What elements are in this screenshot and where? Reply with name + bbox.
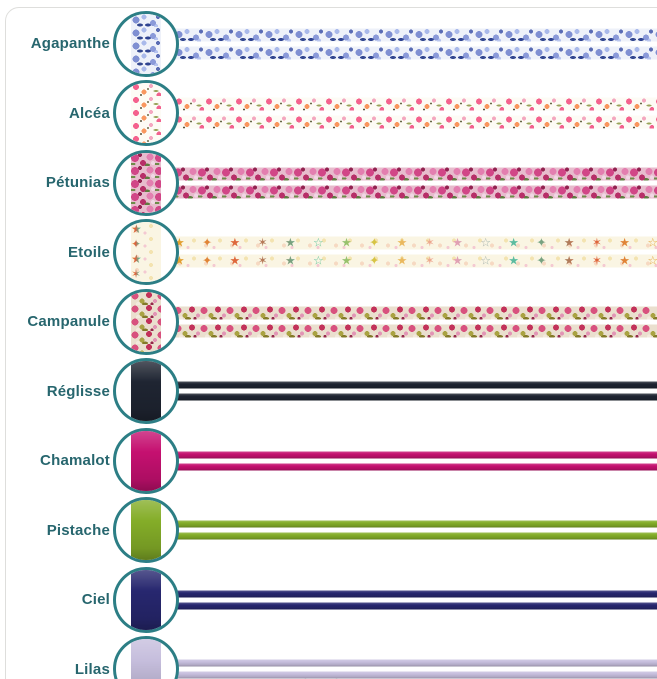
cord-preview-strips — [174, 28, 657, 60]
cord-option-label: Campanule — [27, 313, 110, 331]
cord-swatch-material — [131, 430, 161, 491]
cord-swatch-material — [131, 152, 161, 213]
cord-preview-strip-bottom — [174, 46, 657, 60]
cord-preview-strips — [174, 520, 657, 540]
cord-swatch-material — [131, 500, 161, 561]
cord-swatch-circle[interactable] — [113, 149, 179, 216]
cord-option-row-petunias[interactable]: Pétunias — [0, 148, 657, 218]
cord-preview-strips — [174, 381, 657, 401]
cord-option-row-campanule[interactable]: Campanule — [0, 287, 657, 357]
cord-option-row-reglisse[interactable]: Réglisse — [0, 357, 657, 427]
cord-swatch-circle[interactable] — [113, 358, 179, 425]
cord-option-row-etoile[interactable]: Etoile ★ ✦ ★ ✶ ★ ☆ ★ ✦ ★ ✶ ★ ☆ ★ ✦ ★ ✶ ★… — [0, 218, 657, 288]
cord-swatch-circle[interactable] — [113, 497, 179, 564]
cord-preview-strips — [174, 167, 657, 199]
cord-preview-strip-top: ★ ✦ ★ ✶ ★ ☆ ★ ✦ ★ ✶ ★ ☆ ★ ✦ ★ ✶ ★ ☆ ★ ✦ … — [174, 236, 657, 250]
cord-option-row-agapanthe[interactable]: Agapanthe — [0, 9, 657, 79]
cord-preview-strip-bottom — [174, 393, 657, 401]
cord-option-label: Agapanthe — [30, 35, 110, 53]
star-pattern-glyphs: ★ ✦ ★ ✶ ★ ☆ ★ ✦ ★ ✶ ★ ☆ ★ ✦ ★ ✶ ★ ☆ ★ ✦ … — [174, 237, 657, 250]
cord-preview-strips — [174, 590, 657, 610]
cord-swatch-circle[interactable] — [113, 636, 179, 679]
cord-swatch-material — [131, 569, 161, 630]
cord-preview-strip-bottom — [174, 463, 657, 471]
cord-preview-strips — [174, 659, 657, 679]
cord-preview-strip-bottom — [174, 185, 657, 199]
cord-preview-strips: ★ ✦ ★ ✶ ★ ☆ ★ ✦ ★ ✶ ★ ☆ ★ ✦ ★ ✶ ★ ☆ ★ ✦ … — [174, 236, 657, 268]
cord-preview-strip-bottom — [174, 671, 657, 679]
cord-option-row-ciel[interactable]: Ciel — [0, 565, 657, 635]
cord-preview-strip-top — [174, 659, 657, 667]
cord-preview-strip-top — [174, 451, 657, 459]
cord-swatch-circle[interactable] — [113, 10, 179, 77]
cord-option-label: Alcéa — [68, 104, 110, 122]
cord-swatch-circle[interactable] — [113, 288, 179, 355]
cord-swatch-circle[interactable]: ★ ✦ ★ ✶ ★ ☆ ★ ✦ ★ ✶ ★ ☆ ★ ✦ ★ ✶ ★ ☆ ★ ✦ … — [113, 219, 179, 286]
cord-option-row-alcea[interactable]: Alcéa — [0, 79, 657, 149]
cord-swatch-material — [131, 639, 161, 679]
cord-preview-strips — [174, 451, 657, 471]
cord-preview-strip-bottom — [174, 115, 657, 129]
cord-preview-strip-top — [174, 167, 657, 181]
cord-swatch-circle[interactable] — [113, 427, 179, 494]
cord-option-row-lilas[interactable]: Lilas — [0, 635, 657, 679]
cord-option-label: Pétunias — [45, 174, 110, 192]
cord-swatch-circle[interactable] — [113, 80, 179, 147]
cord-option-label: Pistache — [46, 521, 110, 539]
cord-swatch-material — [131, 361, 161, 422]
cord-option-row-chamalot[interactable]: Chamalot — [0, 426, 657, 496]
star-pattern-glyphs: ★ ✦ ★ ✶ ★ ☆ ★ ✦ ★ ✶ ★ ☆ ★ ✦ ★ ✶ ★ ☆ ★ ✦ … — [131, 222, 161, 282]
cord-preview-strip-top — [174, 28, 657, 42]
cord-preview-strip-top — [174, 520, 657, 528]
cord-preview-strip-bottom — [174, 324, 657, 338]
cord-preview-strip-top — [174, 381, 657, 389]
cord-option-label: Chamalot — [40, 452, 110, 470]
cord-preview-strip-top — [174, 590, 657, 598]
cord-options-list: Agapanthe Alcéa Pétunias Etoile ★ — [0, 9, 657, 679]
cord-preview-strip-bottom: ★ ✦ ★ ✶ ★ ☆ ★ ✦ ★ ✶ ★ ☆ ★ ✦ ★ ✶ ★ ☆ ★ ✦ … — [174, 254, 657, 268]
cord-preview-strip-bottom — [174, 532, 657, 540]
cord-option-label: Réglisse — [46, 382, 110, 400]
star-pattern-glyphs: ★ ✦ ★ ✶ ★ ☆ ★ ✦ ★ ✶ ★ ☆ ★ ✦ ★ ✶ ★ ☆ ★ ✦ … — [174, 255, 657, 268]
cord-swatch-material — [131, 291, 161, 352]
cord-swatch-material: ★ ✦ ★ ✶ ★ ☆ ★ ✦ ★ ✶ ★ ☆ ★ ✦ ★ ✶ ★ ☆ ★ ✦ … — [131, 222, 161, 283]
cord-option-label: Lilas — [74, 660, 110, 678]
cord-preview-strip-top — [174, 306, 657, 320]
cord-swatch-material — [131, 83, 161, 144]
cord-preview-strips — [174, 306, 657, 338]
cord-option-label: Etoile — [67, 243, 110, 261]
cord-preview-strips — [174, 97, 657, 129]
cord-swatch-circle[interactable] — [113, 566, 179, 633]
cord-swatch-material — [131, 13, 161, 74]
cord-option-row-pistache[interactable]: Pistache — [0, 496, 657, 566]
cord-preview-strip-bottom — [174, 602, 657, 610]
cord-preview-strip-top — [174, 97, 657, 111]
cord-option-label: Ciel — [81, 591, 110, 609]
